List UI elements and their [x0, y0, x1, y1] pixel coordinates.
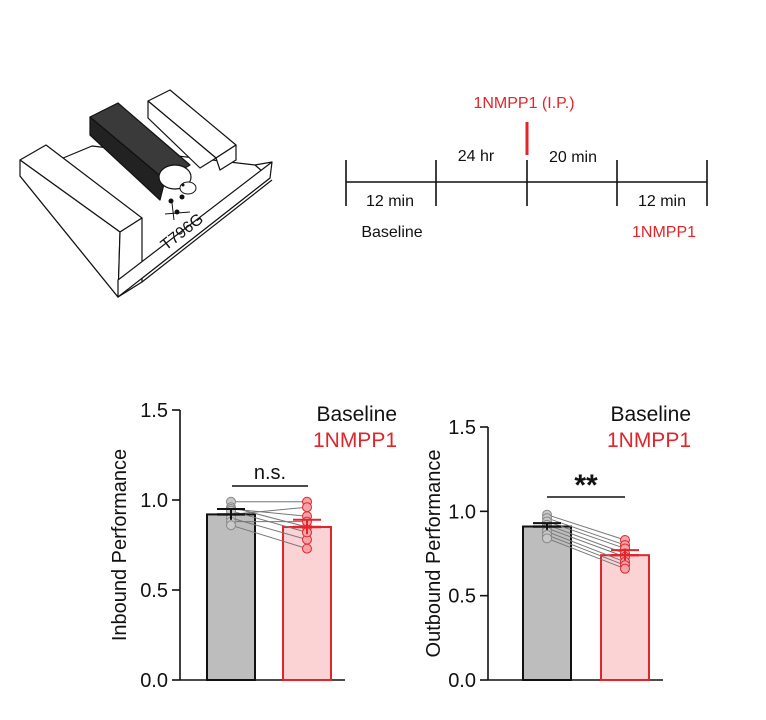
bar-1nmpp1	[600, 554, 650, 681]
significance-label: **	[574, 469, 598, 502]
y-tick-label: 0.0	[140, 670, 168, 692]
segment-label: 20 min	[549, 149, 597, 166]
data-point-baseline	[226, 520, 236, 531]
y-tick-label: 0.0	[448, 670, 476, 692]
legend-1nmpp1: 1NMPP1	[607, 429, 691, 452]
y-tick-label: 1.5	[448, 417, 476, 439]
mouse-icon	[158, 164, 197, 221]
maze-icon	[19, 89, 273, 298]
paired-line	[546, 531, 626, 563]
significance-label: n.s.	[254, 462, 286, 484]
data-point-baseline	[542, 533, 552, 544]
paired-line	[546, 534, 626, 566]
paired-line	[546, 514, 626, 541]
legend-baseline: Baseline	[610, 403, 691, 426]
y-axis-label: Outbound Performance	[423, 450, 445, 658]
baseline-phase-label: Baseline	[361, 224, 422, 241]
bar-baseline	[522, 525, 572, 681]
data-point-1nmpp1	[620, 563, 630, 574]
inbound-performance-chart: 0.0 0.5 1.0 1.5 Inbound Performance n.s. Basel…	[109, 400, 397, 692]
drug-phase-label: 1NMPP1	[632, 224, 696, 241]
timeline	[345, 160, 708, 206]
data-point-1nmpp1	[302, 543, 312, 554]
bar-baseline	[206, 513, 256, 682]
segment-label: 24 hr	[458, 148, 495, 165]
paired-line	[230, 508, 308, 517]
segment-label: 12 min	[366, 193, 414, 210]
paired-line	[230, 524, 308, 550]
paired-line	[546, 524, 626, 554]
paired-line	[546, 527, 626, 558]
data-point-1nmpp1	[302, 502, 312, 513]
y-tick-label: 0.5	[140, 580, 168, 602]
y-tick-label: 1.5	[140, 400, 168, 422]
legend-baseline: Baseline	[316, 403, 397, 426]
legend-1nmpp1: 1NMPP1	[313, 429, 397, 452]
y-tick-label: 1.0	[448, 501, 476, 523]
injection-label: 1NMPP1 (I.P.)	[473, 95, 574, 112]
y-axis-label: Inbound Performance	[109, 449, 131, 641]
y-tick-label: 0.5	[448, 586, 476, 608]
segment-label: 12 min	[638, 193, 686, 210]
y-tick-label: 1.0	[140, 490, 168, 512]
paired-line	[546, 537, 626, 570]
